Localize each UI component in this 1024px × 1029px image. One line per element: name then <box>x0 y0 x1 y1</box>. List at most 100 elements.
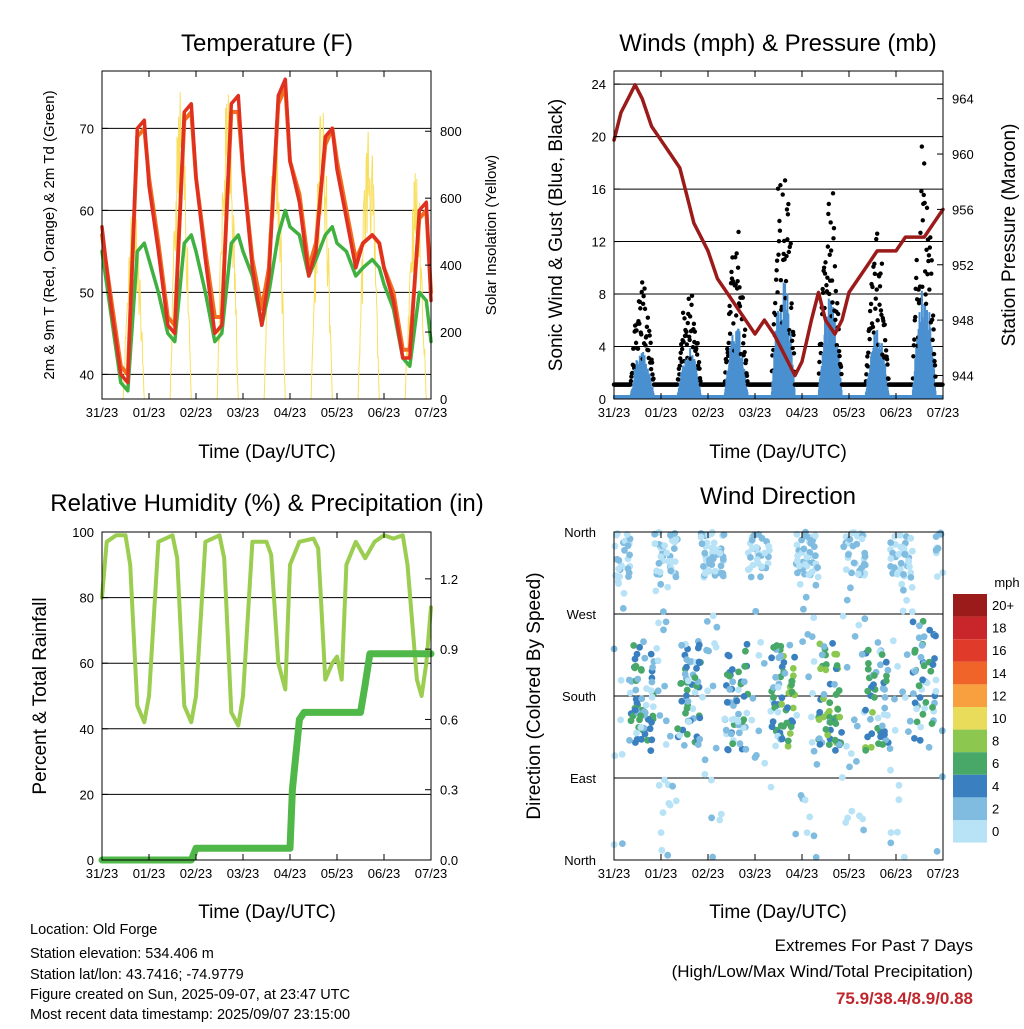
gust-point <box>919 144 925 149</box>
legend-swatch <box>953 774 987 798</box>
temperature-ylabel: 2m & 9m T (Red, Orange) & 2m Td (Green) <box>41 90 58 379</box>
solar-line <box>310 112 333 400</box>
gust-point <box>686 296 691 302</box>
humidity-xlabel: Time (Day/UTC) <box>198 902 336 923</box>
direction-point <box>653 567 660 575</box>
direction-point <box>905 557 912 565</box>
gust-point <box>865 364 870 369</box>
gust-point <box>781 238 787 244</box>
gust-point <box>775 290 780 295</box>
direction-point <box>838 774 846 781</box>
direction-point <box>741 663 749 670</box>
location-text: Location: Old Forge <box>30 922 158 938</box>
gust-point <box>913 314 918 320</box>
direction-point <box>638 695 646 703</box>
gust-point <box>828 248 834 253</box>
gust-point <box>826 201 831 207</box>
x-tick-label: 06/23 <box>880 866 913 881</box>
direction-point <box>889 637 897 645</box>
precip-line <box>98 650 435 864</box>
direction-point <box>735 710 742 718</box>
direction-point <box>669 782 676 790</box>
gust-point <box>725 346 730 352</box>
gust-point <box>650 372 655 377</box>
direction-point <box>661 542 668 549</box>
direction-point <box>916 736 924 744</box>
direction-point <box>613 531 620 539</box>
gust-point <box>691 321 697 327</box>
direction-point <box>860 826 867 834</box>
direction-point <box>864 687 872 695</box>
direction-point <box>749 694 757 702</box>
gust-point <box>827 252 832 257</box>
y-tick-label: 4 <box>599 340 606 355</box>
direction-point <box>874 639 882 646</box>
x-tick-label: 05/23 <box>833 866 866 881</box>
gust-point <box>838 364 844 369</box>
legend-swatch <box>953 639 987 662</box>
direction-point <box>887 563 894 570</box>
direction-point <box>793 541 801 549</box>
direction-point <box>883 672 890 680</box>
direction-point <box>928 720 936 727</box>
direction-point <box>865 660 872 667</box>
gust-point <box>918 230 923 236</box>
direction-point <box>672 573 680 581</box>
direction-point <box>897 559 905 567</box>
direction-point <box>816 741 824 748</box>
gust-point <box>828 220 833 225</box>
direction-point <box>810 832 818 840</box>
gust-point <box>870 324 876 330</box>
gust-point <box>647 328 652 334</box>
x-tick-label: 06/23 <box>368 405 401 420</box>
direction-point <box>743 709 751 717</box>
gust-point <box>877 284 883 289</box>
direction-point <box>752 607 760 615</box>
direction-point <box>678 641 685 649</box>
gust-point <box>877 302 882 307</box>
direction-point <box>708 776 715 784</box>
legend-label: 10 <box>992 711 1006 726</box>
direction-point <box>812 853 820 861</box>
direction-point <box>717 810 725 818</box>
gust-point <box>695 341 700 346</box>
gust-point <box>628 378 634 384</box>
direction-point <box>611 752 619 760</box>
gust-point <box>919 188 924 194</box>
direction-point <box>654 687 662 695</box>
direction-point <box>618 750 626 758</box>
direction-point <box>696 714 704 722</box>
direction-point <box>683 663 690 671</box>
gust-point <box>834 342 839 348</box>
gust-point <box>873 306 878 311</box>
gust-point <box>933 374 938 379</box>
y2-tick-label: 948 <box>952 313 974 328</box>
direction-point <box>761 759 769 767</box>
direction-point <box>681 670 689 678</box>
gust-point <box>786 249 792 255</box>
direction-point <box>822 726 830 733</box>
direction-point <box>808 739 816 746</box>
y-tick-label: South <box>562 689 596 704</box>
gust-point <box>649 360 655 365</box>
gust-point <box>864 372 869 377</box>
direction-point <box>846 535 854 543</box>
legend-label: 16 <box>992 643 1006 658</box>
gust-point <box>696 359 702 365</box>
direction-point <box>662 717 670 725</box>
winds-xlabel: Time (Day/UTC) <box>709 442 847 463</box>
y-tick-label: 70 <box>80 121 94 136</box>
gust-point <box>791 332 796 338</box>
y-tick-label: 80 <box>80 591 94 606</box>
direction-point <box>899 607 907 615</box>
gust-point <box>830 191 836 196</box>
gust-point <box>931 351 937 357</box>
direction-point <box>901 550 909 558</box>
legend-label: 8 <box>992 734 999 749</box>
legend-swatch <box>953 616 987 640</box>
direction-point <box>647 747 655 754</box>
direction-point <box>786 641 794 649</box>
direction-point <box>919 617 927 625</box>
gust-point <box>788 241 793 246</box>
gust-point <box>886 376 891 381</box>
